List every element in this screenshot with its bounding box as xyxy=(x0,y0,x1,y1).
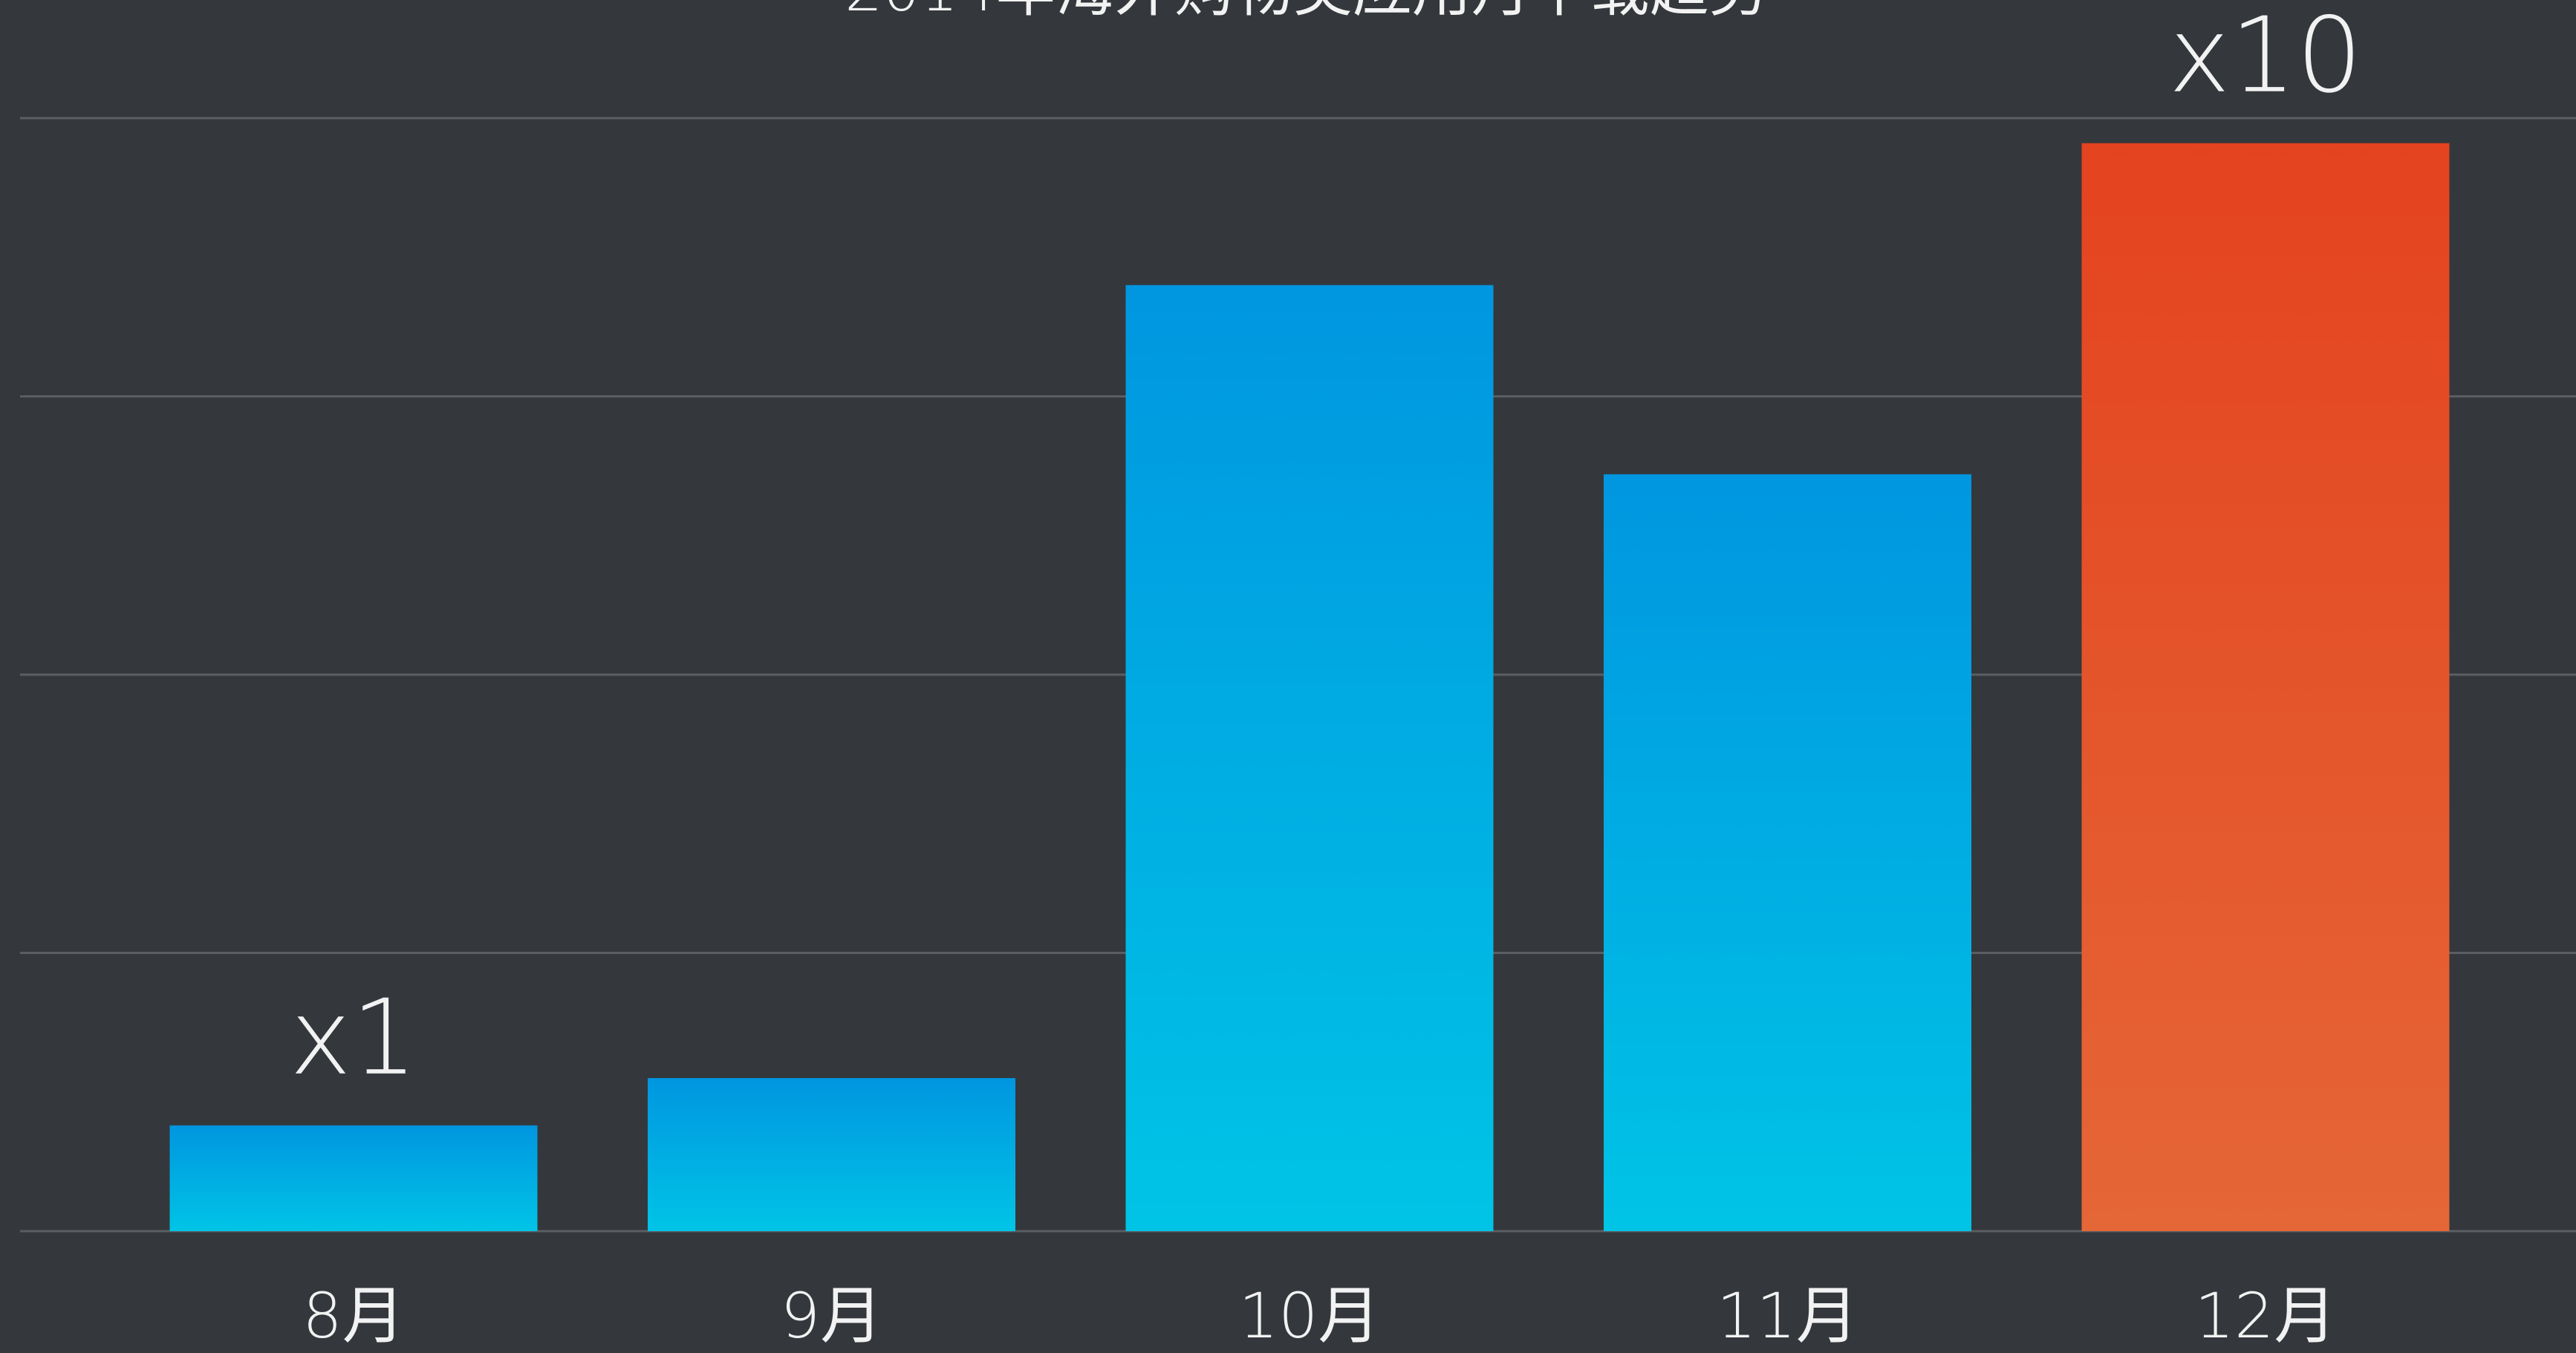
x-tick-label: 12月 xyxy=(2195,1279,2337,1352)
bar xyxy=(1604,474,1971,1231)
bar xyxy=(1125,285,1494,1232)
bar xyxy=(648,1078,1015,1231)
bar xyxy=(169,1125,538,1231)
annotation: x1 xyxy=(290,978,417,1099)
annotation: x10 xyxy=(2169,0,2363,117)
x-tick-label: 10月 xyxy=(1239,1279,1381,1352)
bar xyxy=(2081,143,2450,1232)
x-tick-label: 9月 xyxy=(781,1279,882,1352)
chart-title: 2014年海外购物类应用月下载趋势 xyxy=(845,0,1769,25)
x-tick-label: 11月 xyxy=(1717,1279,1858,1352)
x-tick-label: 8月 xyxy=(302,1279,404,1352)
